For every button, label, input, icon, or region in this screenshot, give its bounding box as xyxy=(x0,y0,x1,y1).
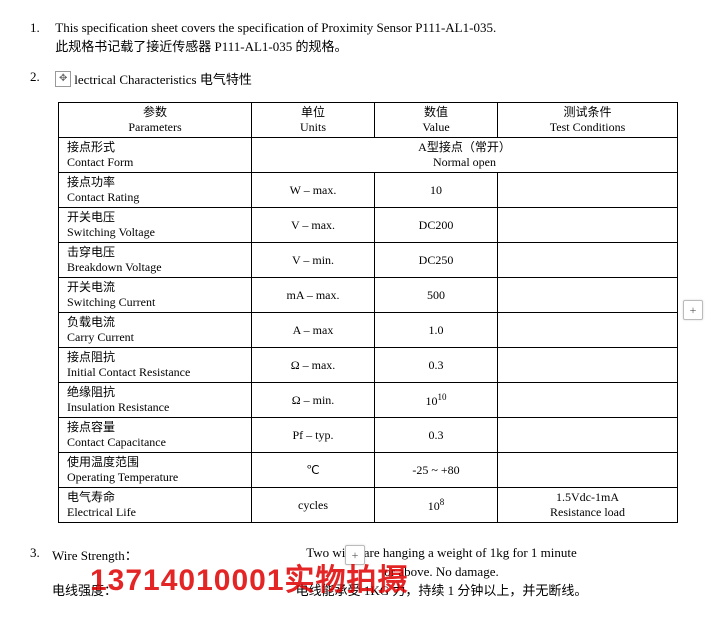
hdr-param-cn: 参数 xyxy=(65,105,245,120)
item1-text-en: This specification sheet covers the spec… xyxy=(55,20,496,35)
unit-cell: Pf – typ. xyxy=(252,418,375,453)
hdr-unit-cn: 单位 xyxy=(258,105,368,120)
value-cell: 500 xyxy=(375,278,498,313)
item2-number: 2. xyxy=(30,69,52,85)
wire-label-cn: 电线强度： xyxy=(52,580,202,599)
table-row: 绝缘阻抗Insulation ResistanceΩ – min.1010 xyxy=(59,383,678,418)
wire-text-en1: Two wires are hanging a weight of 1kg fo… xyxy=(202,545,681,564)
item3-number: 3. xyxy=(30,545,52,564)
param-cell: 接点容量Contact Capacitance xyxy=(59,418,252,453)
contact-form-value-cn: A型接点（常开） xyxy=(258,140,671,155)
param-cell: 使用温度范围Operating Temperature xyxy=(59,453,252,488)
table-row: 接点容量Contact CapacitancePf – typ.0.3 xyxy=(59,418,678,453)
cond-cell xyxy=(498,348,678,383)
value-cell: 1.0 xyxy=(375,313,498,348)
spec-item-2: 2. ✥ lectrical Characteristics 电气特性 xyxy=(30,69,681,88)
value-cell: 108 xyxy=(375,488,498,523)
cond-cell xyxy=(498,313,678,348)
plus-icon: + xyxy=(352,548,359,563)
table-row: 击穿电压Breakdown VoltageV – min.DC250 xyxy=(59,243,678,278)
table-row: 负载电流Carry CurrentA – max1.0 xyxy=(59,313,678,348)
item2-title: lectrical Characteristics 电气特性 xyxy=(74,69,252,88)
unit-cell: A – max xyxy=(252,313,375,348)
contact-form-en: Contact Form xyxy=(67,155,245,170)
cond-cell xyxy=(498,208,678,243)
table-header-row: 参数 Parameters 单位 Units 数值 Value 测试条件 Tes… xyxy=(59,103,678,138)
unit-cell: ℃ xyxy=(252,453,375,488)
spec-item-1: 1. This specification sheet covers the s… xyxy=(30,20,681,55)
hdr-param-en: Parameters xyxy=(65,120,245,135)
plus-icon: + xyxy=(690,303,697,318)
param-cell: 接点阻抗Initial Contact Resistance xyxy=(59,348,252,383)
unit-cell: mA – max. xyxy=(252,278,375,313)
hdr-cond-en: Test Conditions xyxy=(504,120,671,135)
param-cell: 接点功率Contact Rating xyxy=(59,173,252,208)
hdr-value-cn: 数值 xyxy=(381,105,491,120)
param-cell: 开关电压Switching Voltage xyxy=(59,208,252,243)
cond-cell xyxy=(498,453,678,488)
hdr-unit-en: Units xyxy=(258,120,368,135)
contact-form-value-en: Normal open xyxy=(258,155,671,170)
cond-cell: 1.5Vdc-1mAResistance load xyxy=(498,488,678,523)
value-cell: DC250 xyxy=(375,243,498,278)
contact-form-cn: 接点形式 xyxy=(67,140,245,155)
table-row: 电气寿命Electrical Lifecycles1081.5Vdc-1mARe… xyxy=(59,488,678,523)
param-cell: 开关电流Switching Current xyxy=(59,278,252,313)
value-cell: 0.3 xyxy=(375,348,498,383)
param-cell: 绝缘阻抗Insulation Resistance xyxy=(59,383,252,418)
value-cell: -25 ~ +80 xyxy=(375,453,498,488)
item1-number: 1. xyxy=(30,20,52,36)
characteristics-table: 参数 Parameters 单位 Units 数值 Value 测试条件 Tes… xyxy=(58,102,678,523)
table-row: 开关电压Switching VoltageV – max.DC200 xyxy=(59,208,678,243)
item1-body: This specification sheet covers the spec… xyxy=(55,20,675,55)
param-cell: 击穿电压Breakdown Voltage xyxy=(59,243,252,278)
expand-bottom-button[interactable]: + xyxy=(345,545,365,565)
unit-cell: V – min. xyxy=(252,243,375,278)
value-cell: 0.3 xyxy=(375,418,498,453)
param-cell: 负载电流Carry Current xyxy=(59,313,252,348)
crosshair-icon: ✥ xyxy=(55,71,71,87)
table-row: 接点阻抗Initial Contact ResistanceΩ – max.0.… xyxy=(59,348,678,383)
cond-cell xyxy=(498,173,678,208)
wire-text-en2: or above. No damage. xyxy=(202,564,681,580)
table-row: 接点功率Contact RatingW – max.10 xyxy=(59,173,678,208)
wire-text-cn: 电线能承受 1KG 力，持续 1 分钟以上，并无断线。 xyxy=(202,580,681,599)
hdr-value-en: Value xyxy=(381,120,491,135)
cond-cell xyxy=(498,278,678,313)
expand-right-button[interactable]: + xyxy=(683,300,703,320)
value-cell: 10 xyxy=(375,173,498,208)
unit-cell: Ω – min. xyxy=(252,383,375,418)
item1-text-cn: 此规格书记载了接近传感器 P111-AL1-035 的规格。 xyxy=(55,39,347,54)
wire-label-en: Wire Strength： xyxy=(52,545,202,564)
value-cell: 1010 xyxy=(375,383,498,418)
unit-cell: V – max. xyxy=(252,208,375,243)
hdr-cond-cn: 测试条件 xyxy=(504,105,671,120)
table-row: 开关电流Switching CurrentmA – max.500 xyxy=(59,278,678,313)
cond-cell xyxy=(498,243,678,278)
unit-cell: W – max. xyxy=(252,173,375,208)
contact-form-row: 接点形式 Contact Form A型接点（常开） Normal open xyxy=(59,138,678,173)
unit-cell: Ω – max. xyxy=(252,348,375,383)
cond-cell xyxy=(498,383,678,418)
cond-cell xyxy=(498,418,678,453)
param-cell: 电气寿命Electrical Life xyxy=(59,488,252,523)
value-cell: DC200 xyxy=(375,208,498,243)
table-row: 使用温度范围Operating Temperature℃-25 ~ +80 xyxy=(59,453,678,488)
unit-cell: cycles xyxy=(252,488,375,523)
